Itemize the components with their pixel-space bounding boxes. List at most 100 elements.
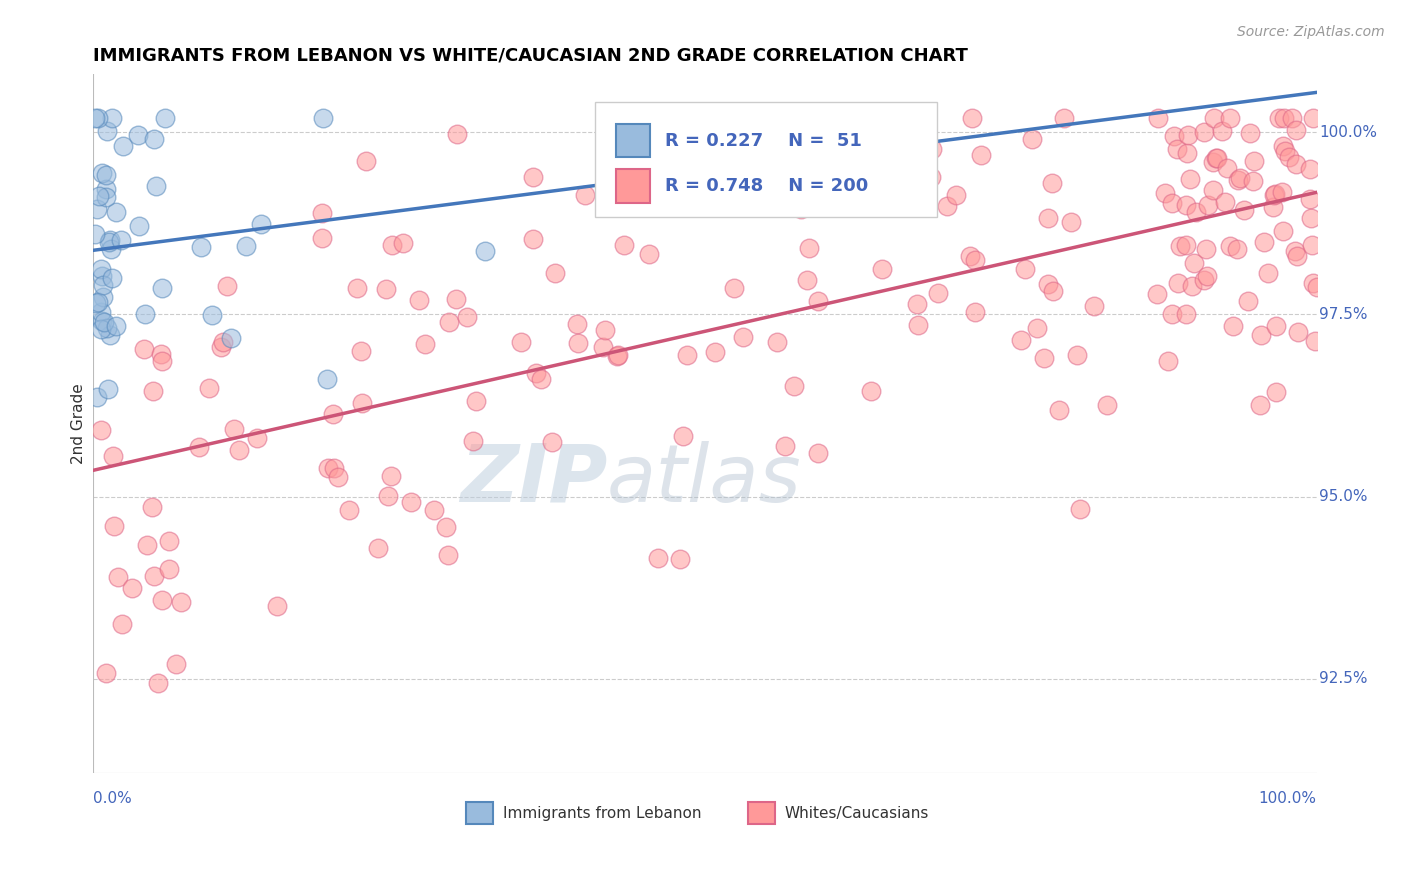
Point: [796, 273, 818, 287]
Point: [90, 268, 112, 283]
Point: [209, 340, 232, 354]
Point: [474, 244, 496, 258]
Text: ZIP: ZIP: [460, 441, 607, 518]
Point: [1038, 211, 1060, 225]
Point: [103, 518, 125, 533]
Point: [142, 568, 165, 582]
Point: [322, 461, 344, 475]
Point: [1069, 502, 1091, 516]
Point: [1083, 299, 1105, 313]
Point: [1182, 256, 1205, 270]
Point: [392, 235, 415, 250]
Point: [1271, 224, 1294, 238]
Point: [766, 334, 789, 349]
Point: [544, 266, 567, 280]
Point: [1146, 287, 1168, 301]
Point: [84, 296, 107, 310]
Point: [96, 665, 118, 680]
Point: [90, 305, 112, 319]
Point: [1285, 249, 1308, 263]
Point: [1299, 211, 1322, 226]
Point: [100, 242, 122, 256]
Point: [1284, 244, 1306, 259]
Point: [1181, 278, 1204, 293]
Point: [782, 379, 804, 393]
Point: [98, 328, 121, 343]
Point: [1278, 150, 1301, 164]
Point: [246, 431, 269, 445]
Point: [1195, 268, 1218, 283]
Y-axis label: 2nd Grade: 2nd Grade: [72, 384, 86, 464]
Point: [1053, 111, 1076, 125]
Point: [1303, 334, 1326, 348]
Point: [97, 235, 120, 249]
Point: [249, 217, 271, 231]
Point: [219, 331, 242, 345]
Point: [86, 390, 108, 404]
Point: [1239, 126, 1261, 140]
Point: [606, 349, 628, 363]
Point: [799, 241, 821, 255]
Point: [408, 293, 430, 307]
Point: [311, 231, 333, 245]
Point: [574, 188, 596, 202]
Point: [322, 407, 344, 421]
Point: [96, 124, 118, 138]
Point: [602, 197, 624, 211]
Point: [567, 317, 589, 331]
Point: [877, 111, 900, 125]
Point: [132, 342, 155, 356]
Point: [98, 233, 121, 247]
Point: [837, 178, 859, 193]
Point: [1302, 276, 1324, 290]
Point: [311, 206, 333, 220]
Point: [346, 281, 368, 295]
Point: [97, 382, 120, 396]
Point: [413, 337, 436, 351]
Point: [1206, 151, 1229, 165]
Point: [1146, 111, 1168, 125]
Point: [104, 319, 127, 334]
Point: [963, 253, 986, 268]
Point: [1175, 146, 1198, 161]
Point: [136, 537, 159, 551]
Point: [945, 188, 967, 202]
Point: [647, 550, 669, 565]
Point: [100, 111, 122, 125]
Point: [101, 270, 124, 285]
Point: [1301, 237, 1323, 252]
Point: [1272, 139, 1295, 153]
Point: [350, 344, 373, 359]
Point: [90, 166, 112, 180]
Point: [832, 111, 855, 125]
Point: [1264, 187, 1286, 202]
Point: [860, 384, 883, 398]
Point: [1226, 173, 1249, 187]
Point: [1175, 197, 1198, 211]
Point: [381, 238, 404, 252]
Point: [1060, 215, 1083, 229]
Point: [860, 182, 883, 196]
Point: [1157, 353, 1180, 368]
Point: [1241, 174, 1264, 188]
Point: [235, 239, 257, 253]
Point: [87, 111, 110, 125]
Point: [201, 308, 224, 322]
Point: [1219, 239, 1241, 253]
Point: [89, 189, 111, 203]
Point: [198, 381, 221, 395]
Point: [1213, 194, 1236, 209]
Point: [316, 461, 339, 475]
Point: [266, 599, 288, 613]
Point: [157, 561, 180, 575]
Point: [456, 310, 478, 324]
Point: [633, 134, 655, 148]
Point: [337, 503, 360, 517]
Point: [959, 249, 981, 263]
Bar: [616, 124, 650, 157]
Point: [86, 202, 108, 216]
Point: [128, 219, 150, 233]
Point: [84, 111, 107, 125]
Point: [1265, 384, 1288, 399]
Point: [675, 347, 697, 361]
